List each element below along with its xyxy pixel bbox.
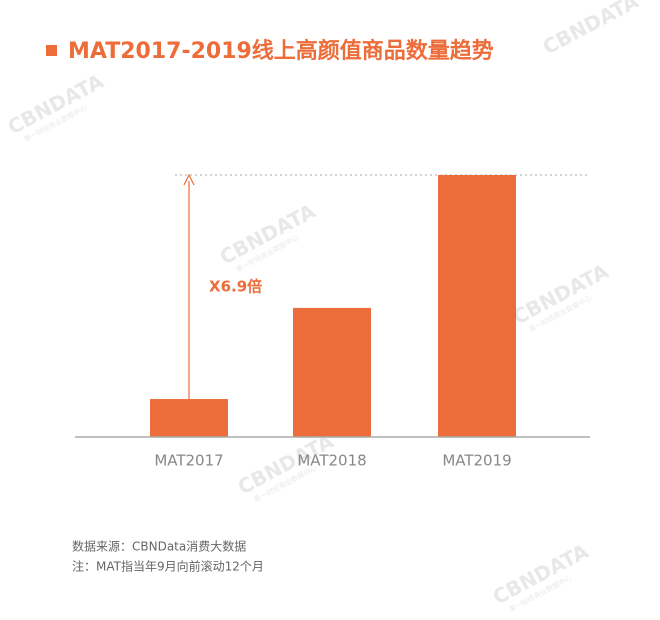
bar	[293, 307, 371, 437]
annotation: X6.9倍	[209, 278, 262, 296]
arrow-head	[183, 173, 195, 186]
watermark-text: CBNDATA	[4, 69, 108, 140]
watermark-text: CBNDATA	[216, 199, 320, 270]
x-tick-label: MAT2019	[442, 452, 511, 470]
watermark: CBNDATA 第一财经商业数据中心	[509, 259, 613, 334]
watermark: CBNDATA 第一财经商业数据中心	[4, 69, 108, 144]
bar	[438, 175, 516, 437]
watermark-text: CBNDATA	[489, 539, 593, 610]
watermark: CBNDATA 第一财经商业数据中心	[489, 539, 593, 614]
watermark-text: CBNDATA	[509, 259, 613, 330]
x-tick-label: MAT2017	[154, 452, 223, 470]
watermark: CBNDATA 第一财经商业数据中心	[216, 199, 320, 274]
x-tick-label: MAT2018	[297, 452, 366, 470]
title-marker	[46, 45, 57, 56]
watermark-text: CBNDATA	[539, 0, 643, 59]
bar	[150, 399, 228, 437]
footnote: 注：MAT指当年9月向前滚动12个月	[72, 559, 264, 574]
source-note: 数据来源：CBNData消费大数据	[72, 539, 246, 554]
watermark: CBNDATA	[539, 0, 643, 59]
chart-title: MAT2017-2019线上高颜值商品数量趋势	[68, 38, 494, 64]
